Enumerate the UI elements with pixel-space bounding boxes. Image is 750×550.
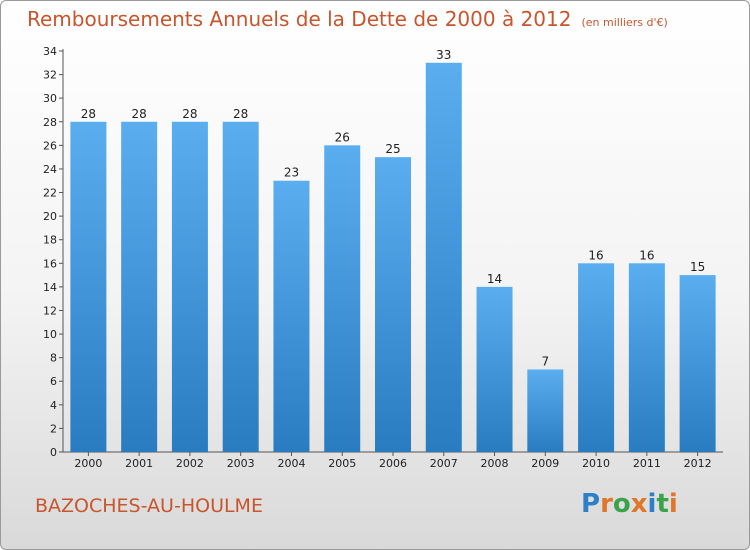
bar-2005: [324, 145, 361, 452]
bar-value-label: 23: [284, 166, 299, 180]
chart-title: Remboursements Annuels de la Dette de 20…: [27, 7, 668, 31]
y-tick-label: 0: [50, 446, 57, 459]
bar-value-label: 14: [487, 272, 502, 286]
bar-value-label: 33: [436, 48, 451, 62]
y-tick-label: 8: [50, 352, 57, 365]
bar-2001: [121, 121, 158, 452]
chart-unit: (en milliers d'€): [581, 16, 668, 29]
x-tick-label: 2007: [430, 457, 458, 470]
bar-value-label: 28: [182, 107, 197, 121]
bar-value-label: 25: [385, 142, 400, 156]
bar-value-label: 16: [639, 248, 654, 262]
bar-value-label: 15: [690, 260, 705, 274]
y-tick-label: 10: [43, 328, 57, 341]
bar-value-label: 28: [233, 107, 248, 121]
y-tick-label: 6: [50, 375, 57, 388]
y-tick-label: 24: [43, 163, 57, 176]
y-tick-label: 22: [43, 187, 57, 200]
bar-value-label: 26: [335, 130, 350, 144]
x-tick-label: 2010: [582, 457, 610, 470]
y-tick-label: 32: [43, 69, 57, 82]
chart-title-text: Remboursements Annuels de la Dette de 20…: [27, 7, 572, 31]
logo-letter: t: [656, 489, 669, 519]
logo-letter: r: [600, 489, 613, 519]
y-tick-label: 18: [43, 234, 57, 247]
y-tick-label: 14: [43, 281, 57, 294]
bar-2010: [578, 263, 615, 452]
bar-2008: [476, 286, 513, 452]
y-tick-label: 12: [43, 304, 57, 317]
bar-value-label: 28: [132, 107, 147, 121]
proxiti-logo: Proxiti: [581, 489, 678, 519]
x-tick-label: 2005: [328, 457, 356, 470]
logo-letter: i: [668, 489, 678, 519]
y-tick-label: 20: [43, 210, 57, 223]
bar-value-label: 28: [81, 107, 96, 121]
bar-2000: [70, 121, 107, 452]
bar-2006: [375, 157, 411, 452]
bar-2002: [171, 121, 208, 452]
bar-2007: [425, 62, 462, 452]
bar-value-label: 7: [541, 354, 549, 368]
x-tick-label: 2006: [379, 457, 407, 470]
x-tick-label: 2000: [74, 457, 102, 470]
bar-value-label: 16: [588, 248, 603, 262]
bar-2004: [273, 180, 310, 452]
y-tick-label: 16: [43, 257, 57, 270]
y-tick-label: 2: [50, 422, 57, 435]
chart-bars: 28 28 28 28 23 26 25 33 14 7 16 16 15: [70, 48, 716, 452]
bar-2011: [628, 263, 665, 452]
bar-2009: [527, 369, 564, 452]
y-tick-label: 34: [43, 45, 57, 58]
logo-letter: P: [581, 489, 601, 519]
bar-2012: [679, 275, 716, 452]
y-tick-label: 28: [43, 116, 57, 129]
x-tick-label: 2004: [277, 457, 305, 470]
bar-2003: [222, 121, 259, 452]
x-tick-label: 2012: [684, 457, 712, 470]
logo-letter: i: [647, 489, 657, 519]
y-tick-label: 26: [43, 139, 57, 152]
y-tick-label: 30: [43, 92, 57, 105]
x-tick-label: 2011: [633, 457, 661, 470]
logo-letter: x: [630, 489, 648, 519]
x-tick-label: 2008: [481, 457, 509, 470]
commune-name: BAZOCHES-AU-HOULME: [35, 495, 263, 517]
x-tick-label: 2001: [125, 457, 153, 470]
logo-letter: o: [612, 489, 631, 519]
x-tick-label: 2003: [227, 457, 255, 470]
x-tick-label: 2009: [531, 457, 559, 470]
y-tick-label: 4: [50, 399, 57, 412]
x-tick-label: 2002: [176, 457, 204, 470]
